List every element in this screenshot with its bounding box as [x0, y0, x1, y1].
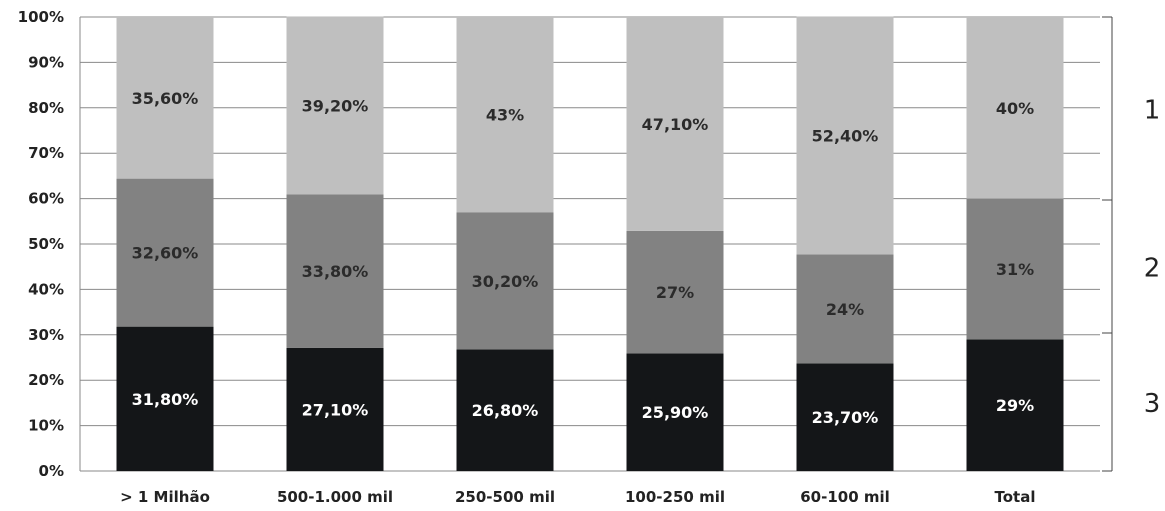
x-axis: > 1 Milhão 500-1.000 mil 250-500 mil 100-25…	[120, 488, 1035, 506]
bar-segment	[116, 326, 214, 471]
x-tick-label: > 1 Milhão	[120, 488, 210, 506]
data-label: 32,60%	[132, 244, 199, 263]
data-label: 25,90%	[642, 403, 709, 422]
data-label: 52,40%	[812, 126, 879, 145]
data-label: 31,80%	[132, 390, 199, 409]
y-tick-label: 20%	[28, 371, 64, 389]
x-tick-label: 100-250 mil	[625, 488, 725, 506]
data-label: 47,10%	[642, 115, 709, 134]
right-axis-label: 3	[1144, 389, 1161, 419]
y-tick-label: 90%	[28, 53, 64, 71]
y-tick-label: 50%	[28, 235, 64, 253]
data-label: 24%	[826, 300, 864, 319]
data-label: 39,20%	[302, 97, 369, 116]
bar-segment	[626, 17, 724, 231]
bar-segment	[286, 16, 384, 195]
gridlines	[80, 16, 1100, 472]
data-label: 27,10%	[302, 400, 369, 419]
bar-segment	[626, 230, 724, 354]
data-label: 26,80%	[472, 401, 539, 420]
y-tick-label: 40%	[28, 280, 64, 298]
bar-segment	[966, 198, 1064, 340]
bar-segment	[286, 347, 384, 471]
bars: 31,80% 32,60% 35,60% 27,10% 33,80% 39,20% 26,8…	[116, 16, 1064, 471]
x-tick-label: 500-1.000 mil	[277, 488, 393, 506]
bar-segment	[116, 17, 214, 179]
bar-segment	[456, 212, 554, 350]
bar-segment	[796, 254, 894, 364]
x-tick-label: Total	[995, 488, 1036, 506]
y-tick-label: 80%	[28, 99, 64, 117]
y-tick-label: 0%	[39, 462, 64, 480]
data-label: 35,60%	[132, 89, 199, 108]
bar-segment	[966, 17, 1064, 199]
bar-segment	[796, 16, 894, 255]
right-axis-label: 2	[1144, 254, 1161, 284]
data-label: 33,80%	[302, 262, 369, 281]
bar-segment	[116, 178, 214, 327]
bar-segment	[286, 194, 384, 348]
data-label: 40%	[996, 99, 1034, 118]
y-tick-label: 70%	[28, 144, 64, 162]
data-label: 30,20%	[472, 272, 539, 291]
y-tick-label: 60%	[28, 190, 64, 208]
data-label: 27%	[656, 283, 694, 302]
bar-segment	[966, 339, 1064, 471]
bar-segment	[456, 349, 554, 471]
x-tick-label: 250-500 mil	[455, 488, 555, 506]
data-label: 43%	[486, 106, 524, 125]
data-label: 29%	[996, 396, 1034, 415]
right-group-axis: 1 2 3	[1102, 16, 1161, 472]
y-tick-label: 100%	[18, 8, 64, 26]
right-axis-label: 1	[1144, 96, 1161, 126]
y-tick-label: 30%	[28, 326, 64, 344]
y-axis: 0% 10% 20% 30% 40% 50% 60% 70% 80% 90% 100%	[18, 8, 81, 480]
x-tick-label: 60-100 mil	[800, 488, 890, 506]
bar-segment	[626, 353, 724, 471]
data-label: 31%	[996, 260, 1034, 279]
bar-segment	[796, 363, 894, 471]
bar-segment	[456, 17, 554, 213]
data-label: 23,70%	[812, 408, 879, 427]
y-tick-label: 10%	[28, 417, 64, 435]
